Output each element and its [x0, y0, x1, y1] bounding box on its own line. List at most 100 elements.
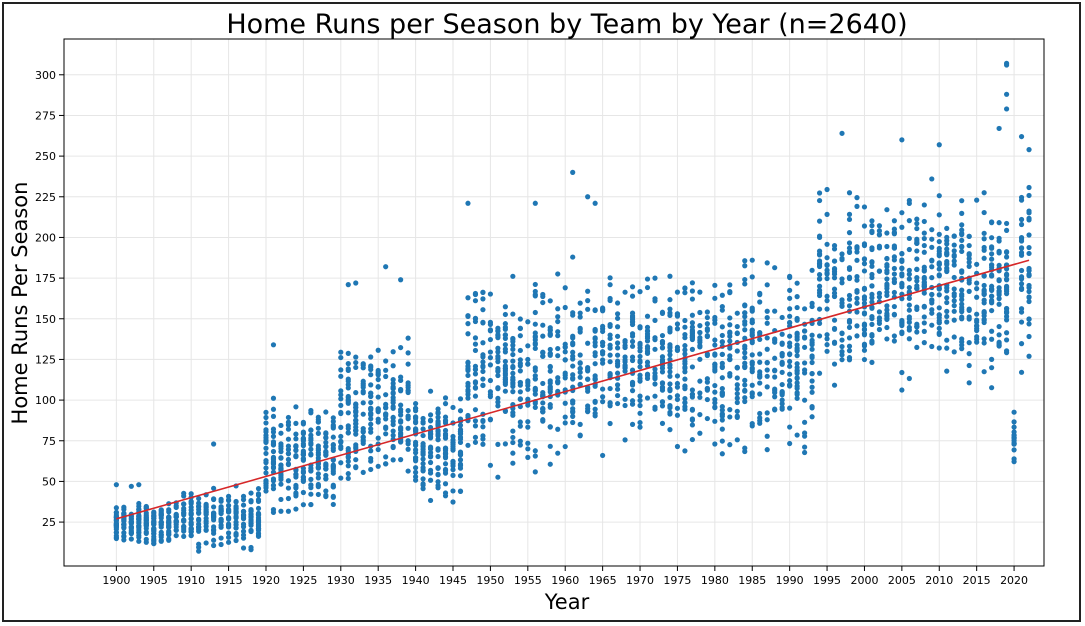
data-point [405, 407, 411, 414]
data-point [577, 300, 583, 306]
data-point [607, 400, 613, 406]
data-point [682, 335, 688, 341]
data-point [637, 419, 643, 426]
data-point [442, 461, 449, 467]
data-point [914, 240, 920, 246]
data-point [196, 521, 202, 527]
data-point [607, 420, 613, 427]
data-point [854, 289, 860, 295]
data-point [532, 365, 538, 371]
data-point [614, 333, 621, 339]
data-point [712, 342, 718, 348]
data-point [854, 295, 860, 301]
data-point [413, 441, 419, 448]
data-point [674, 405, 681, 411]
data-point [742, 310, 748, 316]
grid [64, 39, 1044, 566]
data-point [659, 345, 666, 351]
data-point [585, 376, 591, 382]
data-point [547, 346, 553, 353]
data-point [158, 507, 164, 513]
data-point [263, 465, 269, 471]
data-point [682, 448, 688, 454]
data-point [1003, 62, 1010, 68]
data-point [480, 424, 486, 430]
data-point [517, 396, 523, 402]
x-tick-label: 1910 [177, 574, 205, 587]
data-point [742, 360, 748, 366]
data-point [585, 340, 591, 346]
data-point [989, 256, 995, 262]
data-point [502, 366, 508, 372]
data-point [644, 313, 651, 319]
data-point [944, 368, 950, 374]
data-point [981, 255, 987, 261]
data-point [121, 530, 127, 536]
data-point [540, 400, 546, 406]
data-point [682, 358, 688, 364]
data-point [413, 408, 419, 414]
data-point [906, 302, 912, 308]
data-point [802, 430, 808, 436]
data-point [914, 344, 920, 350]
data-point [824, 332, 830, 338]
data-point [899, 387, 905, 393]
data-point [742, 263, 748, 269]
data-point [420, 486, 426, 492]
data-point [555, 375, 561, 381]
data-point [480, 376, 486, 382]
data-point [652, 381, 658, 387]
data-point [338, 392, 344, 398]
data-point [487, 355, 494, 361]
data-point [345, 282, 351, 288]
data-point [353, 427, 359, 433]
data-point [779, 381, 785, 388]
data-point [225, 493, 232, 499]
data-point [442, 481, 449, 487]
data-point [809, 389, 815, 395]
data-point [405, 350, 411, 356]
data-point [929, 300, 935, 306]
data-point [166, 536, 172, 542]
data-point [525, 402, 531, 408]
data-point [734, 365, 740, 371]
data-point [1011, 447, 1017, 453]
data-point [779, 340, 785, 346]
data-point [570, 254, 576, 260]
data-point [749, 317, 755, 323]
data-point [974, 261, 980, 267]
data-point [158, 515, 164, 521]
data-point [712, 295, 718, 301]
data-point [614, 382, 621, 388]
data-point [502, 324, 508, 330]
data-point [225, 524, 232, 530]
data-point [457, 396, 464, 402]
data-point [951, 308, 957, 314]
data-point [622, 368, 628, 374]
data-point [240, 521, 247, 527]
data-point [876, 326, 883, 333]
data-point [667, 403, 673, 409]
data-point [510, 342, 516, 348]
data-point [794, 317, 800, 323]
data-point [345, 429, 351, 436]
data-point [667, 297, 673, 303]
x-tick-label: 1995 [813, 574, 841, 587]
data-point [936, 253, 942, 259]
data-point [667, 394, 673, 400]
data-point [824, 241, 830, 247]
data-point [607, 342, 613, 348]
data-point [629, 314, 636, 321]
data-point [577, 374, 583, 380]
data-point [158, 537, 164, 543]
data-point [921, 279, 927, 286]
data-point [435, 479, 441, 485]
data-point [921, 202, 927, 208]
data-point [480, 340, 486, 346]
data-point [472, 423, 479, 429]
data-point [944, 319, 950, 325]
data-point [472, 341, 479, 347]
data-point [547, 325, 553, 331]
data-point [704, 351, 710, 357]
data-point [502, 380, 508, 386]
